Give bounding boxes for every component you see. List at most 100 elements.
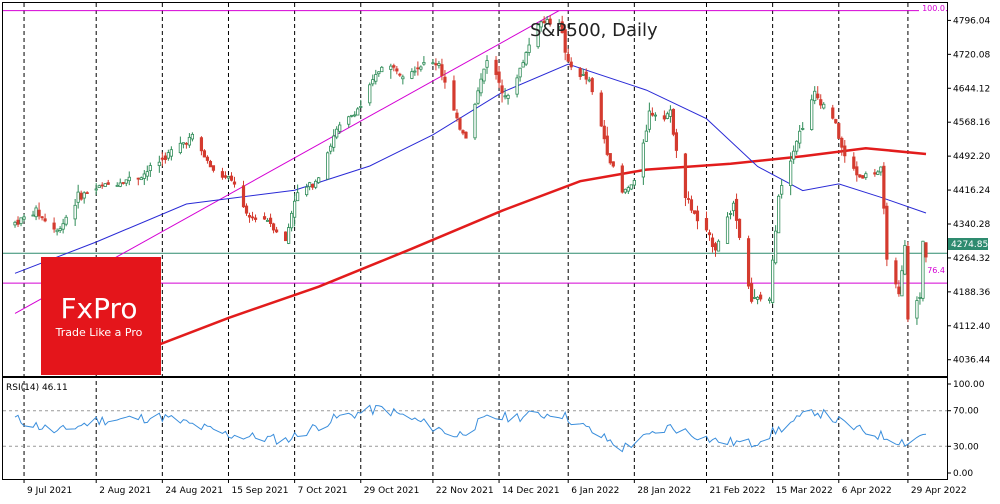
rsi-label: RSI(14) 46.11 bbox=[6, 383, 68, 393]
current-price-badge: 4274.85 bbox=[948, 238, 988, 250]
y-tick-label: 4340.28 bbox=[953, 220, 990, 230]
candle-body bbox=[464, 131, 468, 139]
candle-body bbox=[569, 61, 573, 68]
candle-body bbox=[359, 106, 363, 108]
candle-body bbox=[374, 74, 378, 82]
candle-body bbox=[479, 78, 483, 94]
candle-body bbox=[581, 74, 585, 76]
candle-body bbox=[668, 109, 673, 117]
candle-body bbox=[503, 95, 507, 98]
candle-body bbox=[557, 23, 561, 27]
candle-body bbox=[482, 68, 486, 82]
y-tick-label: 4036.44 bbox=[953, 356, 990, 366]
candle-body bbox=[308, 182, 312, 188]
candle-body bbox=[199, 137, 204, 152]
candle-body bbox=[157, 161, 161, 166]
candle-body bbox=[798, 130, 802, 144]
ma-200-line bbox=[134, 146, 927, 355]
x-tick-label: 28 Jan 2022 bbox=[637, 486, 691, 496]
candle-body bbox=[124, 179, 128, 184]
fib-top-label-box: 100.0 bbox=[919, 3, 946, 13]
x-tick-label: 15 Sep 2021 bbox=[231, 486, 288, 496]
candle-body bbox=[410, 71, 414, 79]
candle-body bbox=[521, 62, 525, 68]
candle-body bbox=[440, 64, 444, 77]
candle-body bbox=[52, 222, 56, 230]
fib-top-label: 100.0 bbox=[922, 4, 945, 13]
candle-body bbox=[518, 67, 522, 78]
candle-body bbox=[458, 118, 462, 130]
candle-body bbox=[208, 160, 213, 168]
candle-body bbox=[118, 182, 122, 187]
candle-body bbox=[843, 145, 847, 157]
x-tick-label: 14 Dec 2021 bbox=[502, 486, 560, 496]
candle-body bbox=[311, 184, 315, 188]
candle-body bbox=[852, 156, 856, 169]
candle-body bbox=[127, 176, 131, 182]
candle-body bbox=[181, 142, 185, 145]
candle-body bbox=[232, 181, 237, 185]
candle-body bbox=[103, 183, 107, 187]
candle-body bbox=[602, 125, 606, 140]
candle-body bbox=[578, 68, 582, 77]
fib-764-label-box: 76.4 bbox=[927, 266, 945, 275]
candle-body bbox=[915, 300, 919, 319]
candle-body bbox=[401, 76, 405, 80]
current-price-label: 4274.85 bbox=[951, 240, 988, 250]
y-tick-label: 4112.40 bbox=[953, 322, 990, 332]
candle-body bbox=[653, 114, 657, 117]
candle-body bbox=[774, 230, 778, 264]
candle-body bbox=[876, 171, 880, 175]
candle-body bbox=[326, 152, 330, 180]
date-axis: 9 Jul 2021 2 Aug 2021 24 Aug 2021 15 Sep 20… bbox=[23, 479, 967, 496]
candle-body bbox=[377, 71, 381, 75]
candle-body bbox=[822, 103, 826, 109]
candle-body bbox=[64, 216, 68, 225]
rsi-line-group bbox=[14, 404, 927, 453]
candle-body bbox=[536, 24, 540, 48]
candle-body bbox=[392, 65, 396, 68]
candle-body bbox=[202, 150, 207, 158]
candle-body bbox=[801, 128, 805, 130]
candle-body bbox=[97, 185, 101, 188]
candle-body bbox=[287, 227, 291, 244]
candle-body bbox=[335, 128, 339, 138]
rsi-axis: 100.00 70.00 30.00 0.00 bbox=[3, 380, 985, 479]
x-tick-label: 22 Nov 2021 bbox=[436, 486, 494, 496]
candle-body bbox=[795, 140, 799, 152]
candle-body bbox=[290, 212, 294, 229]
y-tick-label: 4644.12 bbox=[953, 84, 990, 94]
candle-body bbox=[434, 63, 438, 66]
candle-body bbox=[422, 62, 426, 65]
candle-body bbox=[145, 171, 149, 177]
candle-body bbox=[163, 155, 167, 160]
candle-body bbox=[431, 62, 435, 65]
y-tick-label: 4492.20 bbox=[953, 152, 990, 162]
candle-body bbox=[924, 242, 928, 258]
candle-body bbox=[142, 173, 146, 179]
candle-body bbox=[61, 223, 65, 230]
candle-body bbox=[623, 188, 627, 193]
candle-body bbox=[500, 85, 504, 94]
candle-body bbox=[296, 192, 300, 202]
candle-body bbox=[683, 153, 688, 199]
candle-body bbox=[716, 240, 721, 252]
x-tick-label: 2 Aug 2021 bbox=[99, 486, 151, 496]
candle-body bbox=[79, 192, 83, 200]
candle-body bbox=[247, 215, 252, 218]
candle-body bbox=[873, 172, 877, 175]
candle-body bbox=[329, 145, 333, 152]
candle-body bbox=[13, 221, 17, 226]
candle-body bbox=[545, 19, 549, 25]
candles bbox=[13, 15, 928, 325]
candle-body bbox=[834, 119, 838, 124]
candle-body bbox=[695, 210, 700, 222]
candle-body bbox=[885, 205, 889, 260]
candle-body bbox=[314, 180, 318, 188]
candle-body bbox=[644, 130, 648, 142]
candle-body bbox=[689, 199, 694, 211]
candle-body bbox=[178, 142, 182, 154]
candle-body bbox=[148, 165, 152, 172]
candle-body bbox=[419, 66, 423, 70]
candle-body bbox=[777, 195, 781, 234]
